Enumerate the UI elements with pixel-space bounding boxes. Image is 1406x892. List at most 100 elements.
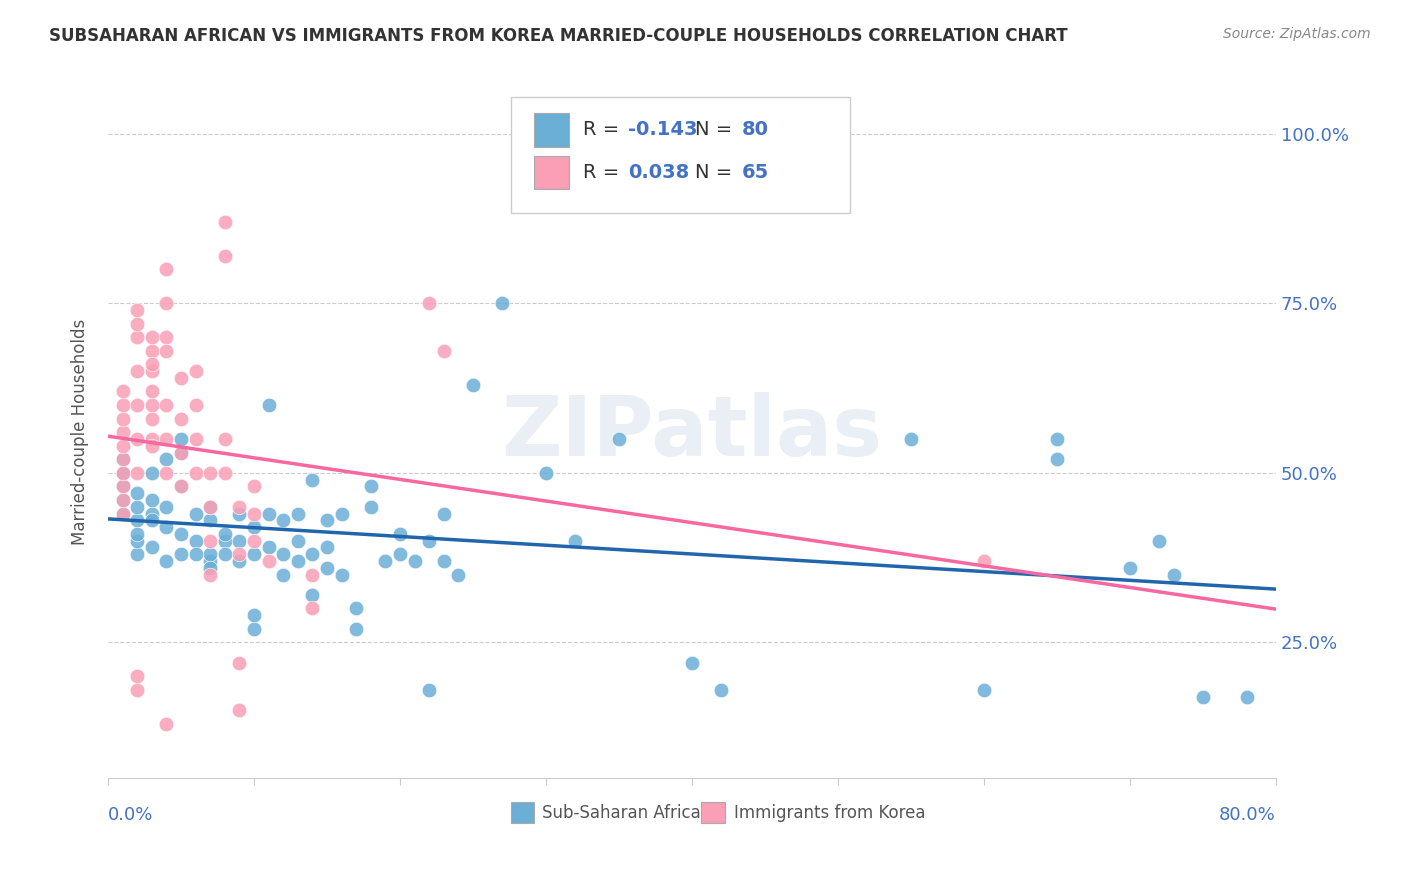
Point	[111, 411, 134, 425]
Point	[155, 716, 177, 731]
Point	[127, 500, 149, 514]
Point	[418, 533, 440, 548]
Point	[287, 507, 309, 521]
Point	[155, 466, 177, 480]
Point	[418, 682, 440, 697]
Point	[198, 466, 221, 480]
Point	[360, 500, 382, 514]
Point	[1192, 690, 1215, 704]
Point	[155, 432, 177, 446]
Point	[257, 554, 280, 568]
Text: 0.038: 0.038	[627, 163, 689, 182]
Point	[198, 561, 221, 575]
Point	[111, 452, 134, 467]
Point	[198, 554, 221, 568]
Point	[111, 452, 134, 467]
Point	[418, 296, 440, 310]
Point	[404, 554, 426, 568]
Point	[330, 507, 353, 521]
FancyBboxPatch shape	[702, 802, 724, 823]
Point	[170, 527, 193, 541]
Point	[214, 533, 236, 548]
Point	[433, 343, 456, 358]
Point	[228, 554, 250, 568]
FancyBboxPatch shape	[534, 113, 569, 146]
Point	[111, 507, 134, 521]
Point	[127, 513, 149, 527]
Point	[111, 439, 134, 453]
Point	[243, 547, 266, 561]
Point	[141, 466, 163, 480]
Point	[184, 466, 207, 480]
Point	[141, 411, 163, 425]
Point	[184, 432, 207, 446]
Point	[155, 262, 177, 277]
Point	[243, 533, 266, 548]
Text: N =: N =	[696, 120, 740, 139]
Point	[155, 452, 177, 467]
Point	[243, 608, 266, 623]
Point	[127, 527, 149, 541]
Point	[184, 398, 207, 412]
Point	[127, 317, 149, 331]
Point	[228, 533, 250, 548]
Point	[141, 507, 163, 521]
Point	[374, 554, 396, 568]
Point	[1236, 690, 1258, 704]
Point	[198, 547, 221, 561]
Point	[228, 500, 250, 514]
Point	[214, 215, 236, 229]
Point	[271, 547, 294, 561]
Point	[184, 364, 207, 378]
Point	[973, 682, 995, 697]
Point	[111, 479, 134, 493]
Point	[564, 533, 586, 548]
Point	[198, 567, 221, 582]
Point	[127, 669, 149, 683]
Point	[214, 249, 236, 263]
Point	[214, 432, 236, 446]
Text: R =: R =	[583, 163, 626, 182]
Point	[1163, 567, 1185, 582]
Point	[1147, 533, 1170, 548]
Text: 80: 80	[742, 120, 769, 139]
Point	[447, 567, 470, 582]
Point	[301, 547, 323, 561]
Point	[973, 554, 995, 568]
Point	[900, 432, 922, 446]
Point	[111, 466, 134, 480]
Point	[433, 507, 456, 521]
Point	[388, 547, 411, 561]
Point	[243, 507, 266, 521]
Point	[228, 703, 250, 717]
FancyBboxPatch shape	[510, 802, 534, 823]
Point	[155, 343, 177, 358]
Point	[111, 398, 134, 412]
Point	[344, 622, 367, 636]
Point	[228, 656, 250, 670]
Point	[141, 343, 163, 358]
Point	[1046, 452, 1069, 467]
Point	[243, 520, 266, 534]
Point	[170, 547, 193, 561]
Text: 65: 65	[742, 163, 769, 182]
Point	[301, 588, 323, 602]
Point	[461, 377, 484, 392]
Point	[344, 601, 367, 615]
Point	[287, 533, 309, 548]
Point	[127, 533, 149, 548]
Point	[170, 445, 193, 459]
Point	[301, 601, 323, 615]
Point	[214, 466, 236, 480]
Point	[141, 384, 163, 399]
Point	[257, 507, 280, 521]
Point	[127, 486, 149, 500]
Text: Sub-Saharan Africans: Sub-Saharan Africans	[543, 804, 720, 822]
Text: -0.143: -0.143	[627, 120, 697, 139]
Point	[111, 507, 134, 521]
Text: N =: N =	[696, 163, 740, 182]
Point	[607, 432, 630, 446]
Y-axis label: Married-couple Households: Married-couple Households	[72, 319, 89, 545]
Point	[228, 507, 250, 521]
Point	[316, 561, 339, 575]
